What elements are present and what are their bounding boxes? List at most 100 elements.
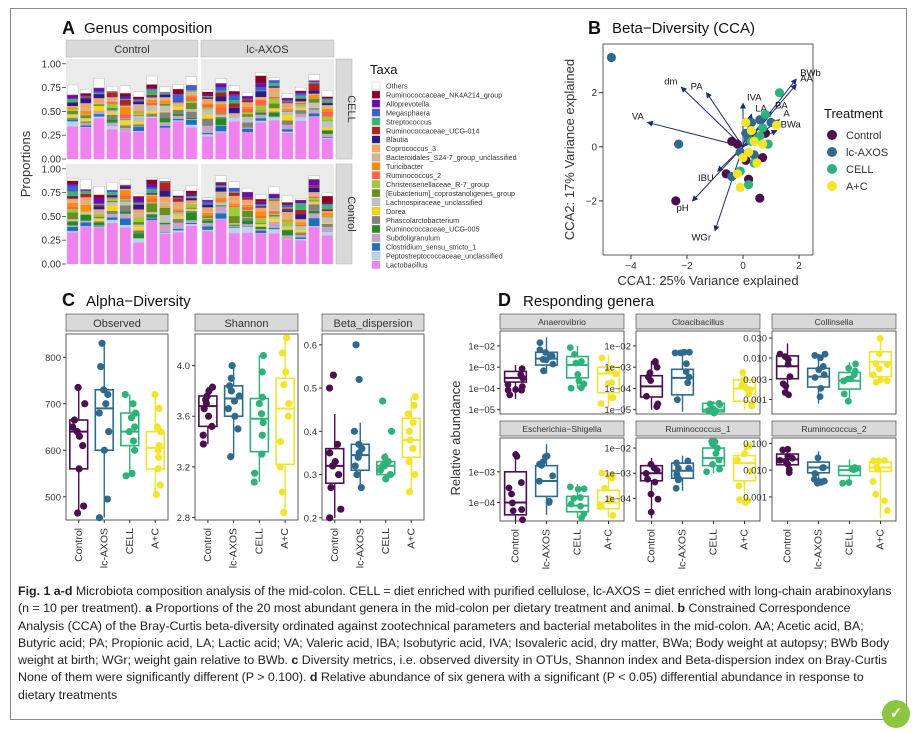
bar-segment [67, 198, 78, 202]
bar-segment [80, 214, 92, 221]
cca-vector [691, 146, 744, 202]
bar-segment [242, 105, 253, 107]
bar-segment [268, 233, 280, 264]
bar-segment [282, 215, 293, 220]
bar-segment [321, 215, 333, 217]
box-point [285, 399, 293, 408]
facet-ytick-label: 700 [45, 399, 61, 410]
box-point [549, 360, 557, 368]
bar-segment [80, 121, 92, 123]
strip-right-1 [335, 163, 353, 265]
box-point [99, 386, 108, 394]
bar-segment [308, 201, 320, 203]
bar-segment [80, 189, 92, 191]
box-point [875, 457, 883, 465]
cca-vector-label: LA [755, 103, 767, 114]
bar-segment [120, 131, 131, 159]
bar-segment [282, 131, 293, 133]
figure-caption: Fig. 1 a-d Microbiota composition analys… [18, 583, 898, 704]
bar-segment [308, 204, 320, 211]
bar-segment [106, 219, 118, 224]
cca-vector-label: IVA [747, 93, 762, 104]
publisher-logo-icon[interactable]: ✓ [882, 700, 910, 728]
bar-segment [106, 200, 118, 203]
box-point [258, 431, 266, 439]
bar-segment [67, 106, 78, 107]
taxa-legend-item: Turicibacter [386, 162, 424, 171]
bar-segment [120, 121, 131, 126]
bar-segment [172, 94, 184, 95]
cca-point [752, 158, 762, 168]
box-point [122, 472, 130, 480]
facet-xtick-label: lc-AXOS [98, 528, 110, 568]
panel-d-ylabel: Relative abundance [448, 381, 463, 496]
box-point [872, 360, 880, 367]
bar-segment [295, 98, 307, 99]
bar-segment [268, 204, 280, 211]
bar-segment [93, 222, 105, 226]
facet-ytick-label: 1e−04 [468, 384, 495, 395]
box-point [570, 495, 578, 502]
box-point [509, 499, 516, 507]
bar-segment [215, 213, 227, 219]
bar-segment [295, 214, 307, 220]
bar-segment [67, 226, 78, 232]
bar-segment [93, 98, 105, 104]
box-point [153, 423, 162, 431]
bar-segment [255, 233, 267, 264]
bar-segment [159, 103, 171, 106]
box-point [121, 390, 129, 399]
bar-segment [172, 228, 184, 231]
box-point [743, 385, 751, 393]
box-point [97, 362, 105, 371]
bar-segment [93, 226, 105, 228]
box-point [406, 436, 414, 444]
bar-segment [228, 188, 240, 192]
bar-segment [159, 178, 171, 182]
taxa-legend-item: Lactobacillus [386, 261, 428, 270]
bar-segment [202, 226, 214, 230]
bar-segment [146, 196, 158, 199]
strip-right-label-1: Control [345, 196, 357, 231]
bar-segment [255, 230, 267, 233]
box-point [382, 475, 390, 483]
bar-segment [172, 213, 184, 217]
bar-segment [202, 125, 214, 133]
box-point [711, 438, 719, 446]
bar-segment [120, 125, 131, 128]
box-point [876, 365, 883, 373]
treatment-legend-dot [827, 164, 837, 174]
bar-segment [321, 105, 333, 107]
bar-segment [133, 230, 144, 234]
cca-point [738, 153, 748, 163]
bar-segment [255, 122, 267, 159]
bar-segment [242, 116, 253, 123]
bar-segment [295, 91, 307, 94]
bar-segment [133, 242, 144, 264]
box-point [598, 354, 606, 362]
bar-segment [106, 114, 118, 120]
box-point [230, 397, 239, 405]
bar-segment [255, 222, 267, 224]
box-point [840, 390, 848, 398]
cca-vector-label: WGr [691, 233, 711, 244]
box-point [542, 349, 550, 356]
bar-segment [202, 211, 214, 213]
bar-segment [308, 192, 320, 193]
cca-point [735, 182, 745, 192]
bar-segment [268, 228, 280, 230]
bar-segment [106, 126, 118, 130]
bar-segment [80, 118, 92, 120]
box-point [357, 483, 365, 492]
bar-segment [295, 108, 307, 111]
box-point [129, 437, 138, 445]
bar-segment [321, 209, 333, 211]
bar-segment [120, 96, 131, 99]
bar-segment [106, 205, 118, 211]
box-point [714, 444, 721, 452]
bar-segment [186, 197, 197, 199]
bar-segment [93, 225, 105, 227]
bar-segment [172, 190, 184, 196]
bar-segment [242, 101, 253, 103]
box-point [654, 400, 662, 408]
